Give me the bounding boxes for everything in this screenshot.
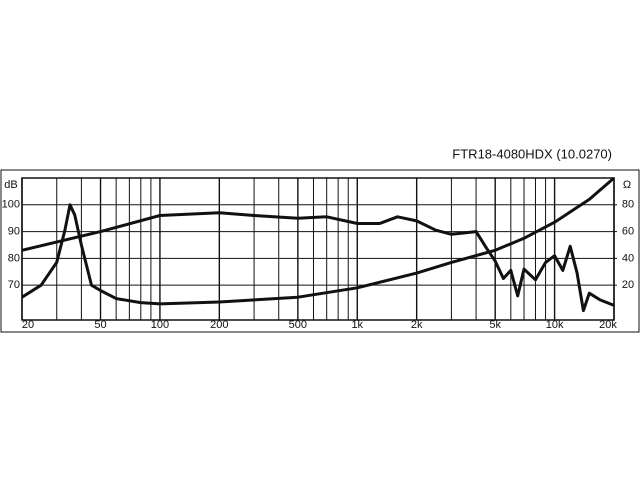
x-tick-label: 20	[22, 319, 34, 331]
x-tick-label: 100	[151, 319, 169, 331]
x-tick-label: 200	[210, 319, 228, 331]
y2-tick-label: 80	[622, 199, 634, 211]
plot-frame	[21, 177, 615, 321]
chart-title: FTR18-4080HDX (10.0270)	[452, 146, 612, 161]
x-tick-label: 2k	[411, 319, 423, 331]
y-tick-label: 90	[8, 225, 20, 237]
y-axis-label: dB	[4, 179, 17, 191]
x-tick-label: 500	[289, 319, 307, 331]
x-tick-label: 5k	[489, 319, 501, 331]
y2-tick-label: 20	[622, 279, 634, 291]
x-tick-label: 1k	[351, 319, 363, 331]
x-tick-label: 20k	[599, 319, 617, 331]
impedance-line	[22, 176, 614, 306]
spl-line	[22, 211, 614, 313]
y2-axis-label: Ω	[623, 179, 631, 191]
y-tick-label: 80	[8, 252, 20, 264]
x-tick-label: 10k	[546, 319, 564, 331]
y2-tick-label: 40	[622, 252, 634, 264]
y2-tick-label: 60	[622, 225, 634, 237]
y-tick-label: 70	[8, 279, 20, 291]
outer-frame	[0, 169, 640, 333]
y-tick-label: 100	[2, 199, 20, 211]
x-tick-label: 50	[94, 319, 106, 331]
